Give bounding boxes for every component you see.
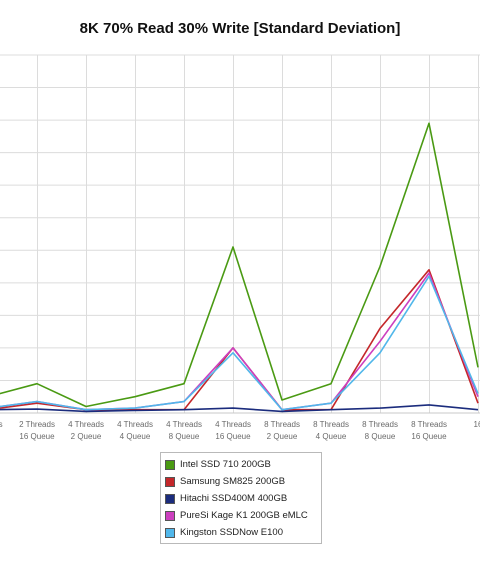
chart-legend: Intel SSD 710 200GB Samsung SM825 200GB Hi… bbox=[160, 452, 322, 544]
legend-item: PureSi Kage K1 200GB eMLC bbox=[165, 507, 321, 524]
x-tick-label: 4 Queue bbox=[316, 432, 347, 441]
series-line bbox=[0, 272, 479, 411]
x-tick-label: 4 Threads bbox=[117, 420, 153, 429]
legend-swatch bbox=[165, 527, 175, 538]
series-line bbox=[0, 275, 479, 411]
x-tick-label: 16 bbox=[474, 420, 480, 429]
x-tick-label: 16 Queue bbox=[411, 432, 447, 441]
legend-swatch bbox=[165, 476, 175, 487]
line-chart: Threads Queue 2 Threads 16 Queue 4 Threads 2 … bbox=[0, 54, 480, 441]
x-tick-label: 16 Queue bbox=[19, 432, 55, 441]
x-tick-label: 8 Threads bbox=[411, 420, 447, 429]
legend-label: Samsung SM825 200GB bbox=[180, 476, 286, 487]
legend-item: Samsung SM825 200GB bbox=[165, 473, 321, 490]
chart-title: 8K 70% Read 30% Write [Standard Deviatio… bbox=[79, 20, 401, 37]
x-tick-label: 8 Threads bbox=[362, 420, 398, 429]
series-line bbox=[0, 404, 479, 413]
x-tick-label: 2 Queue bbox=[267, 432, 298, 441]
x-tick-label: 4 Threads bbox=[68, 420, 104, 429]
legend-label: Kingston SSDNow E100 bbox=[180, 527, 283, 538]
legend-swatch bbox=[165, 493, 175, 504]
legend-label: PureSi Kage K1 200GB eMLC bbox=[180, 510, 308, 521]
legend-item: Intel SSD 710 200GB bbox=[165, 456, 321, 473]
x-tick-label: 8 Queue bbox=[365, 432, 396, 441]
series-line bbox=[0, 122, 479, 408]
x-tick-label: 2 Threads bbox=[19, 420, 55, 429]
x-tick-label: Queue bbox=[0, 432, 1, 441]
x-tick-label: Threads bbox=[0, 420, 3, 429]
x-tick-label: 8 Threads bbox=[264, 420, 300, 429]
legend-label: Hitachi SSD400M 400GB bbox=[180, 493, 288, 504]
x-tick-label: 4 Queue bbox=[120, 432, 151, 441]
x-tick-label: 8 Threads bbox=[313, 420, 349, 429]
legend-swatch bbox=[165, 459, 175, 470]
x-tick-label: 4 Threads bbox=[215, 420, 251, 429]
x-tick-label: 4 Threads bbox=[166, 420, 202, 429]
series-line bbox=[0, 268, 479, 411]
x-tick-label: 16 Queue bbox=[215, 432, 251, 441]
legend-item: Hitachi SSD400M 400GB bbox=[165, 490, 321, 507]
legend-label: Intel SSD 710 200GB bbox=[180, 459, 271, 470]
legend-swatch bbox=[165, 510, 175, 521]
legend-item: Kingston SSDNow E100 bbox=[165, 524, 321, 541]
x-tick-label: 8 Queue bbox=[169, 432, 200, 441]
x-tick-label: 2 Queue bbox=[71, 432, 102, 441]
